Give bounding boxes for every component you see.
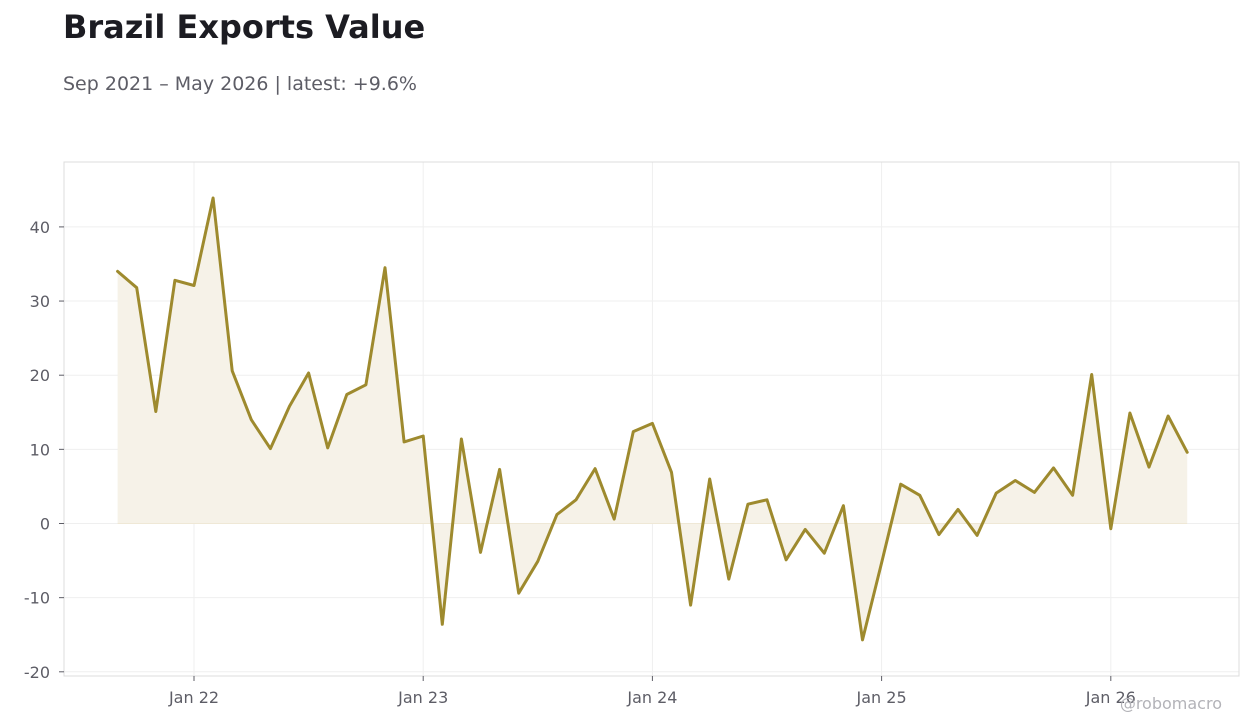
grid-lines	[64, 162, 1239, 676]
y-axis: -20 -10 0 10 20 30 40	[24, 218, 64, 682]
series-line-layer	[116, 196, 1189, 642]
x-tick-label: Jan 22	[168, 688, 219, 707]
series-area-fill	[117, 198, 1188, 640]
y-tick-label: 30	[30, 292, 50, 311]
plot-frame	[63, 161, 1240, 677]
x-tick-label: Jan 26	[1085, 688, 1136, 707]
y-tick-label: 0	[40, 515, 50, 534]
y-tick-label: -20	[24, 663, 50, 682]
y-tick-label: 20	[30, 366, 50, 385]
y-tick-label: 10	[30, 440, 50, 459]
x-tick-label: Jan 25	[856, 688, 907, 707]
watermark: @robomacro	[1119, 694, 1222, 713]
chart-subtitle: Sep 2021 – May 2026 | latest: +9.6%	[63, 73, 417, 95]
x-tick-label: Jan 24	[626, 688, 677, 707]
x-tick-label: Jan 23	[397, 688, 448, 707]
area-fill-layer	[117, 198, 1188, 640]
chart-title: Brazil Exports Value	[63, 8, 426, 46]
y-tick-label: 40	[30, 218, 50, 237]
x-axis: Jan 22 Jan 23 Jan 24 Jan 25 Jan 26	[168, 676, 1136, 707]
y-tick-label: -10	[24, 589, 50, 608]
